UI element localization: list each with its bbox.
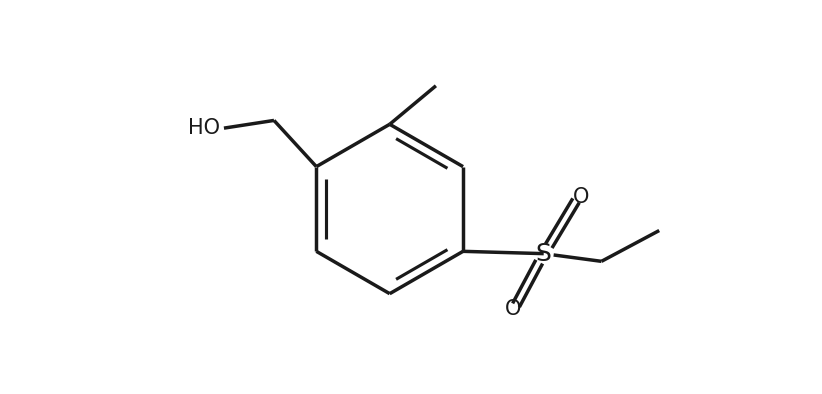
Text: S: S [536,242,552,266]
Text: HO: HO [188,118,220,138]
Text: O: O [572,188,589,207]
Text: O: O [505,299,521,319]
